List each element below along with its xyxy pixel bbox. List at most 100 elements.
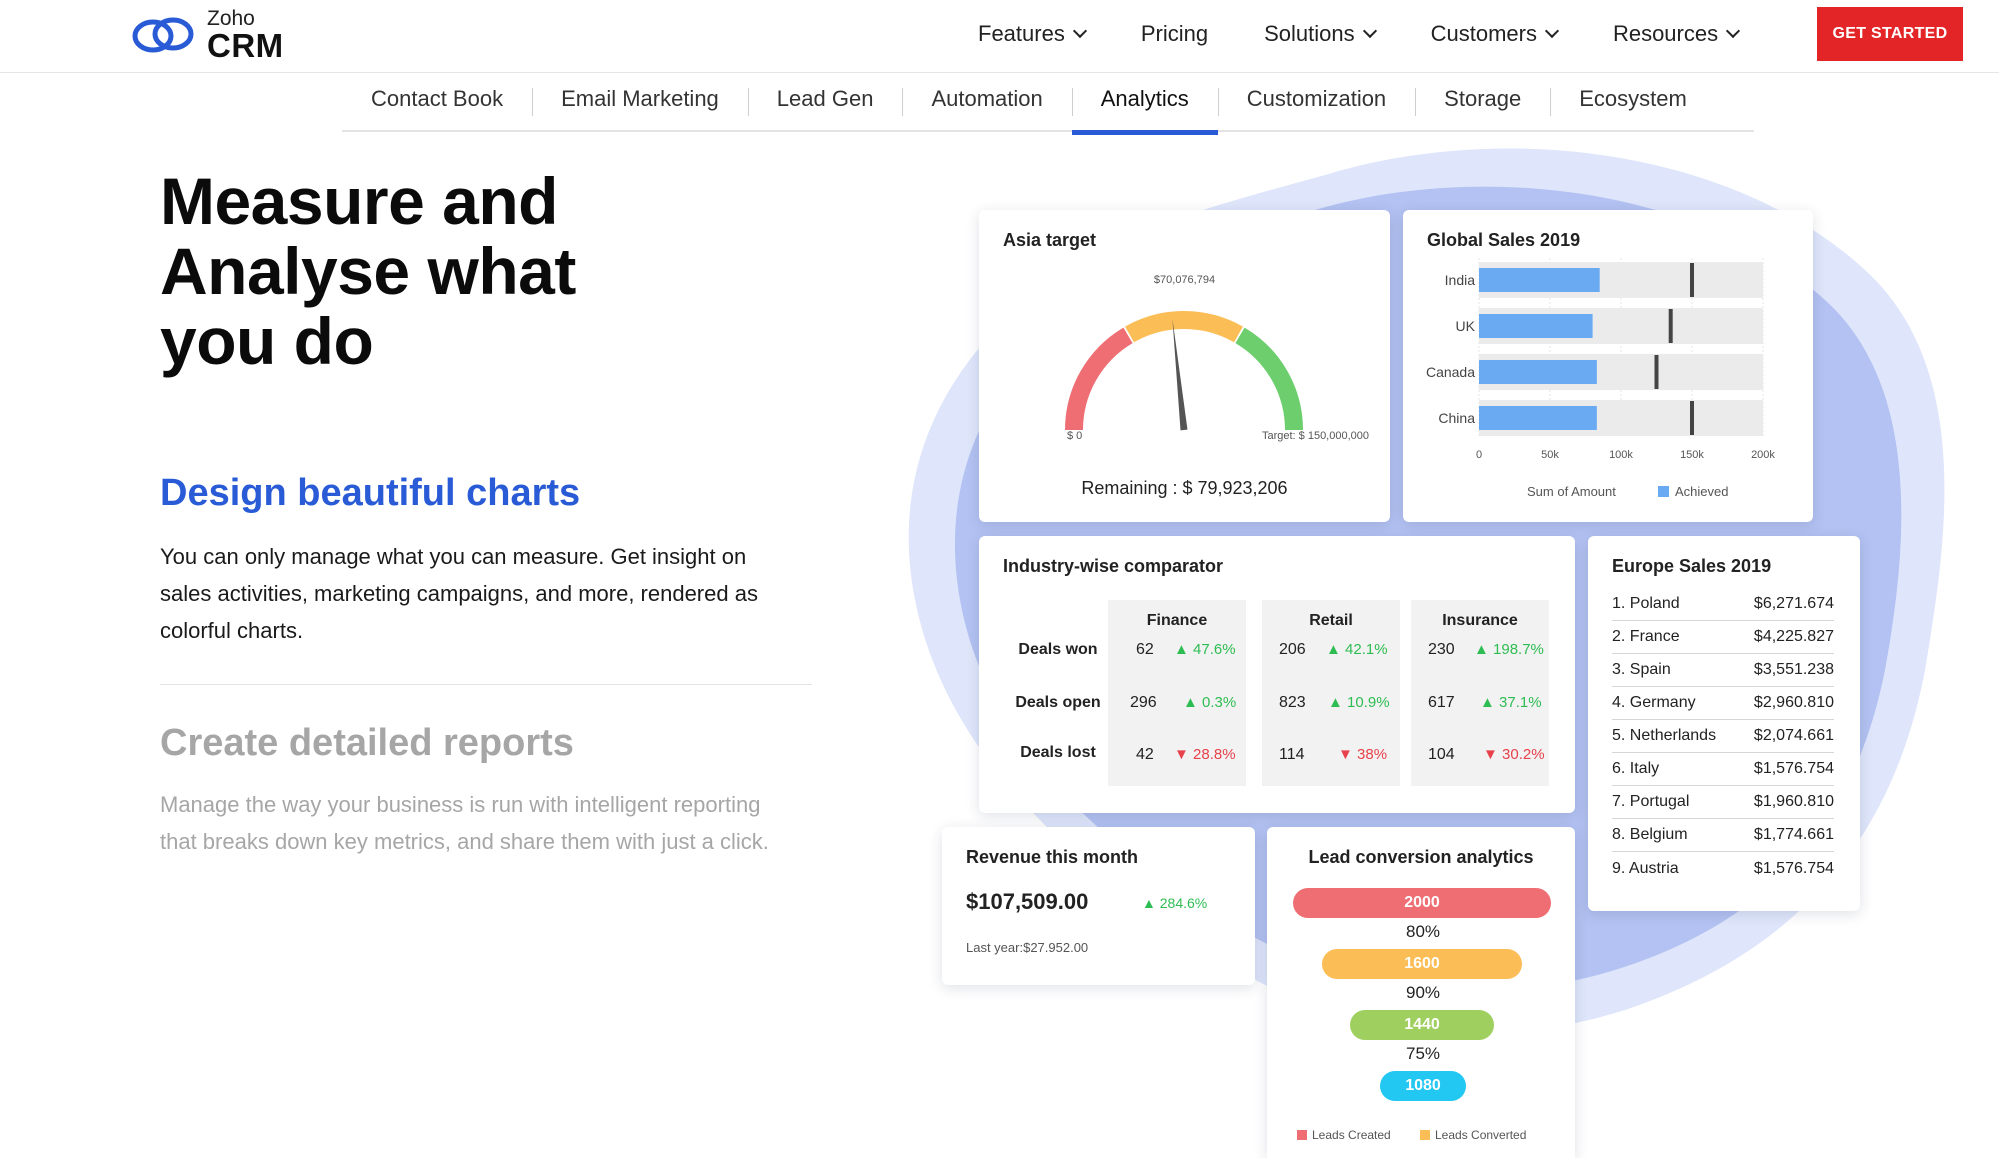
sales-amount: $1,576.754 — [1753, 859, 1834, 877]
country-name: 5. Netherlands — [1612, 727, 1717, 744]
title-line: you do — [160, 304, 374, 378]
x-tick-label: 200k — [1751, 449, 1775, 461]
europe-sales-card: Europe Sales 2019 — [1588, 536, 1860, 911]
change-up: ▲ 10.9% — [1328, 694, 1390, 711]
row-label: Deals lost — [1020, 744, 1096, 761]
country-name: 4. Germany — [1612, 694, 1696, 711]
nav-item-resources[interactable]: Resources — [1612, 18, 1741, 50]
column-band — [1411, 600, 1549, 786]
list-item: 2. France $4,225.827 — [1612, 621, 1834, 654]
sales-amount: $1,960.810 — [1753, 793, 1834, 810]
cell-value: 42 — [1136, 746, 1154, 763]
feature-title-detailed-reports[interactable]: Create detailed reports — [160, 722, 574, 764]
country-name: 6. Italy — [1612, 760, 1660, 777]
nav-item-label: Features — [978, 21, 1065, 46]
change-text: 198.7% — [1493, 641, 1544, 658]
row-label: Deals won — [1018, 641, 1098, 658]
category-label: Canada — [1426, 364, 1475, 380]
x-tick-label: 150k — [1680, 449, 1704, 461]
tab-ecosystem[interactable]: Ecosystem — [1550, 80, 1716, 132]
list-item: 6. Italy $1,576.754 — [1612, 753, 1834, 786]
nav-item-customers[interactable]: Customers — [1430, 18, 1560, 50]
zoho-crm-logo[interactable]: Zoho CRM — [131, 7, 284, 62]
chevron-down-icon — [1072, 23, 1087, 39]
tab-lead-gen[interactable]: Lead Gen — [747, 80, 903, 132]
change-text: 37.1% — [1499, 694, 1542, 711]
card-title: Global Sales 2019 — [1427, 230, 1581, 250]
change-down: ▼ 38% — [1338, 746, 1388, 763]
bar-achieved — [1479, 268, 1600, 292]
main-nav: Features Pricing Solutions Customers Res… — [978, 18, 1794, 50]
column-band — [1262, 600, 1400, 786]
cell-value: 206 — [1279, 641, 1306, 658]
nav-item-label: Pricing — [1140, 21, 1209, 46]
revenue-change: ▲ 284.6% — [1142, 895, 1207, 911]
nav-item-label: Resources — [1612, 21, 1719, 46]
change-up: ▲ 42.1% — [1326, 641, 1388, 658]
lead-conversion-card: Lead conversion analytics — [1267, 827, 1575, 1158]
change-text: 0.3% — [1202, 694, 1237, 711]
feature-description: You can only manage what you can measure… — [160, 544, 758, 643]
sales-amount: $1,774.661 — [1753, 826, 1834, 843]
change-up: ▲ 37.1% — [1480, 694, 1542, 711]
nav-item-pricing[interactable]: Pricing — [1141, 18, 1208, 50]
x-tick-label: 50k — [1541, 449, 1559, 461]
nav-item-label: Customers — [1430, 21, 1537, 46]
revenue-amount: $107,509.00 — [966, 889, 1089, 914]
funnel-stage: 1440 — [1350, 1010, 1494, 1040]
tab-storage[interactable]: Storage — [1415, 80, 1550, 132]
sales-amount: $1,576.754 — [1753, 760, 1834, 777]
sales-amount: $6,271.674 — [1753, 595, 1834, 612]
bar-achieved — [1479, 406, 1597, 430]
feature-title-design-charts[interactable]: Design beautiful charts — [160, 472, 581, 514]
nav-item-solutions[interactable]: Solutions — [1264, 18, 1377, 50]
change-text: 38% — [1357, 746, 1388, 763]
card-title: Lead conversion analytics — [1308, 847, 1534, 867]
column-header: Finance — [1146, 612, 1208, 629]
x-tick-label: 0 — [1476, 449, 1482, 461]
tab-email-marketing[interactable]: Email Marketing — [532, 80, 748, 132]
sales-amount: $3,551.238 — [1753, 661, 1834, 678]
conversion-rate: 80% — [1405, 922, 1441, 941]
bullet-bar-chart: 0 50k 100k 150k 200k India UK Canada China — [1426, 258, 1775, 461]
gauge-needle — [1172, 318, 1188, 431]
list-item: 7. Portugal $1,960.810 — [1612, 786, 1834, 819]
funnel-stage: 2000 — [1293, 888, 1551, 918]
zoho-logo-icon — [132, 17, 194, 53]
change-up: ▲ 198.7% — [1474, 641, 1544, 658]
title-line: Measure and — [160, 164, 558, 238]
gauge-min-label: $ 0 — [1067, 430, 1083, 442]
change-text: 30.2% — [1502, 746, 1545, 763]
get-started-button[interactable]: GET STARTED — [1817, 7, 1963, 61]
tab-automation[interactable]: Automation — [902, 80, 1071, 132]
title-line: Analyse what — [160, 234, 576, 308]
country-name: 8. Belgium — [1612, 826, 1688, 843]
asia-target-card: Asia target $70,076,794 $ 0 Target: $ 15… — [979, 210, 1390, 522]
legend-swatch — [1297, 1130, 1307, 1140]
gauge-segment-green — [1235, 327, 1303, 431]
change-text: 28.8% — [1193, 746, 1236, 763]
conversion-rate: 75% — [1405, 1044, 1441, 1063]
tab-customization[interactable]: Customization — [1217, 80, 1415, 132]
list-item: 3. Spain $3,551.238 — [1612, 654, 1834, 687]
tab-analytics[interactable]: Analytics — [1071, 80, 1218, 135]
global-sales-card: Global Sales 2019 0 50k 100k 150k 200k India U… — [1403, 210, 1813, 522]
change-text: 42.1% — [1345, 641, 1388, 658]
cell-value: 823 — [1279, 694, 1306, 711]
chevron-down-icon — [1726, 23, 1741, 39]
change-text: 47.6% — [1193, 641, 1236, 658]
nav-item-features[interactable]: Features — [978, 18, 1087, 50]
change-up: ▲ 0.3% — [1183, 694, 1237, 711]
cell-value: 62 — [1136, 641, 1154, 658]
list-item: 1. Poland $6,271.674 — [1612, 588, 1834, 621]
cell-value: 230 — [1428, 641, 1455, 658]
tab-contact-book[interactable]: Contact Book — [371, 86, 504, 111]
list-item: 9. Austria $1,576.754 — [1612, 852, 1834, 885]
target-marker — [1690, 263, 1694, 297]
card-title: Industry-wise comparator — [1003, 556, 1224, 576]
cell-value: 104 — [1428, 746, 1455, 763]
chevron-down-icon — [1362, 23, 1377, 39]
funnel-stage: 1080 — [1380, 1071, 1466, 1101]
logo-company-text: Zoho — [207, 7, 255, 30]
list-item: 4. Germany $2,960.810 — [1612, 687, 1834, 720]
